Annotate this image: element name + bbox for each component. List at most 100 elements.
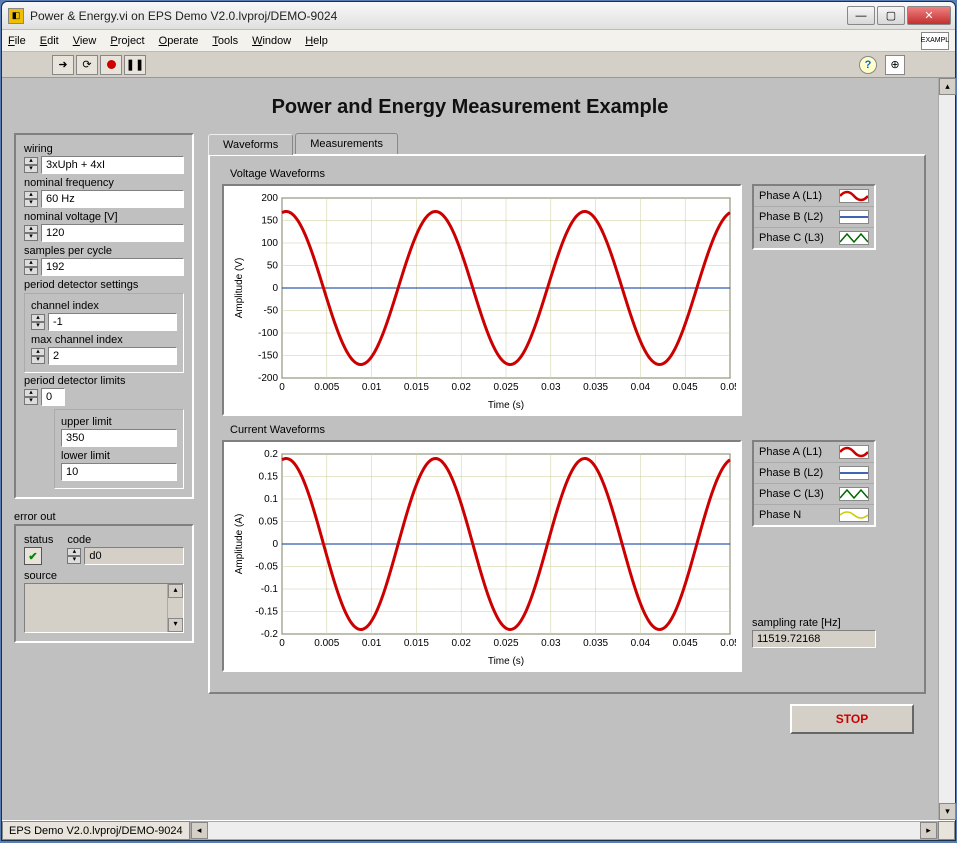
upper-input[interactable]: 350 xyxy=(61,429,177,447)
upper-label: upper limit xyxy=(61,416,177,428)
menu-file[interactable]: File xyxy=(8,35,26,47)
run-continuous-button[interactable]: ⟳ xyxy=(76,55,98,75)
size-grip[interactable] xyxy=(938,821,955,840)
wiring-stepper[interactable]: ▴▾ xyxy=(24,157,38,173)
menu-tools[interactable]: Tools xyxy=(212,35,238,47)
pdl-idx-input[interactable]: 0 xyxy=(41,388,65,406)
svg-text:Amplitude (V): Amplitude (V) xyxy=(234,258,245,319)
nomfreq-input[interactable]: 60 Hz xyxy=(41,190,184,208)
svg-text:0.05: 0.05 xyxy=(720,382,736,393)
svg-text:0.03: 0.03 xyxy=(541,638,561,649)
voltage-chart-title: Voltage Waveforms xyxy=(230,168,912,180)
svg-text:0.02: 0.02 xyxy=(451,382,471,393)
pdl-idx-stepper[interactable]: ▴▾ xyxy=(24,389,38,405)
menu-help[interactable]: Help xyxy=(305,35,328,47)
chidx-label: channel index xyxy=(31,300,177,312)
voltage-legend: Phase A (L1)Phase B (L2)Phase C (L3) xyxy=(752,184,876,250)
svg-text:150: 150 xyxy=(261,216,278,227)
legend-item[interactable]: Phase C (L3) xyxy=(754,228,874,248)
settings-panel: wiring ▴▾ 3xUph + 4xI nominal frequency … xyxy=(14,133,194,499)
errorout-label: error out xyxy=(14,511,194,523)
nomvolt-stepper[interactable]: ▴▾ xyxy=(24,225,38,241)
tab-measurements[interactable]: Measurements xyxy=(295,133,398,154)
svg-text:0: 0 xyxy=(272,283,278,294)
svg-text:-0.1: -0.1 xyxy=(261,584,279,595)
lower-input[interactable]: 10 xyxy=(61,463,177,481)
menu-window[interactable]: Window xyxy=(252,35,291,47)
nomvolt-input[interactable]: 120 xyxy=(41,224,184,242)
chidx-input[interactable]: -1 xyxy=(48,313,177,331)
samprate-label: sampling rate [Hz] xyxy=(752,617,876,629)
current-chart-title: Current Waveforms xyxy=(230,424,912,436)
pdl-label: period detector limits xyxy=(24,375,184,387)
titlebar: ◧ Power & Energy.vi on EPS Demo V2.0.lvp… xyxy=(2,2,955,30)
abort-button[interactable] xyxy=(100,55,122,75)
current-legend: Phase A (L1)Phase B (L2)Phase C (L3)Phas… xyxy=(752,440,876,527)
menu-edit[interactable]: Edit xyxy=(40,35,59,47)
source-box: ▴▾ xyxy=(24,583,184,633)
nomfreq-label: nominal frequency xyxy=(24,177,184,189)
samprate-value: 11519.72168 xyxy=(752,630,876,648)
help-icon[interactable]: ? xyxy=(859,56,877,74)
code-stepper[interactable]: ▴▾ xyxy=(67,548,81,564)
menu-operate[interactable]: Operate xyxy=(159,35,199,47)
statusbar: EPS Demo V2.0.lvproj/DEMO-9024 ◂▸ xyxy=(2,820,955,840)
svg-text:0.005: 0.005 xyxy=(314,638,339,649)
vertical-scrollbar[interactable]: ▴▾ xyxy=(938,78,955,820)
source-label: source xyxy=(24,570,184,582)
horizontal-scrollbar[interactable]: ◂▸ xyxy=(190,821,938,840)
legend-item[interactable]: Phase N xyxy=(754,505,874,525)
maxch-stepper[interactable]: ▴▾ xyxy=(31,348,45,364)
spc-stepper[interactable]: ▴▾ xyxy=(24,259,38,275)
close-button[interactable]: ✕ xyxy=(907,6,951,25)
lower-label: lower limit xyxy=(61,450,177,462)
example-badge: EXAMPL xyxy=(921,32,949,50)
svg-text:-0.15: -0.15 xyxy=(255,607,278,618)
svg-text:-50: -50 xyxy=(264,306,279,317)
svg-text:0.02: 0.02 xyxy=(451,638,471,649)
svg-text:0.1: 0.1 xyxy=(264,494,278,505)
legend-item[interactable]: Phase B (L2) xyxy=(754,207,874,228)
legend-item[interactable]: Phase A (L1) xyxy=(754,442,874,463)
svg-text:0.045: 0.045 xyxy=(673,382,698,393)
legend-item[interactable]: Phase A (L1) xyxy=(754,186,874,207)
source-scrollbar[interactable]: ▴▾ xyxy=(167,584,183,632)
stop-button[interactable]: STOP xyxy=(790,704,914,734)
svg-text:Amplitude (A): Amplitude (A) xyxy=(234,514,245,575)
app-icon: ◧ xyxy=(8,8,24,24)
maximize-button[interactable]: ▢ xyxy=(877,6,905,25)
pds-label: period detector settings xyxy=(24,279,184,291)
page-title: Power and Energy Measurement Example xyxy=(14,88,926,133)
svg-text:0: 0 xyxy=(279,382,285,393)
status-project: EPS Demo V2.0.lvproj/DEMO-9024 xyxy=(2,821,190,840)
legend-item[interactable]: Phase C (L3) xyxy=(754,484,874,505)
nomvolt-label: nominal voltage [V] xyxy=(24,211,184,223)
tab-waveforms[interactable]: Waveforms xyxy=(208,134,293,155)
wiring-input[interactable]: 3xUph + 4xI xyxy=(41,156,184,174)
spc-input[interactable]: 192 xyxy=(41,258,184,276)
svg-text:-0.2: -0.2 xyxy=(261,629,279,640)
svg-text:0.05: 0.05 xyxy=(720,638,736,649)
svg-text:0.15: 0.15 xyxy=(259,472,279,483)
tab-content: Voltage Waveforms 00.0050.010.0150.020.0… xyxy=(208,154,926,694)
svg-text:200: 200 xyxy=(261,193,278,204)
errorout-panel: status ✔ code ▴▾ d0 xyxy=(14,524,194,643)
window-title: Power & Energy.vi on EPS Demo V2.0.lvpro… xyxy=(30,9,847,23)
maxch-input[interactable]: 2 xyxy=(48,347,177,365)
nomfreq-stepper[interactable]: ▴▾ xyxy=(24,191,38,207)
minimize-button[interactable]: — xyxy=(847,6,875,25)
svg-text:0.01: 0.01 xyxy=(362,382,382,393)
context-help-icon[interactable]: ⊕ xyxy=(885,55,905,75)
menu-view[interactable]: View xyxy=(73,35,97,47)
menu-project[interactable]: Project xyxy=(110,35,144,47)
svg-text:0: 0 xyxy=(272,539,278,550)
svg-text:0.01: 0.01 xyxy=(362,638,382,649)
legend-item[interactable]: Phase B (L2) xyxy=(754,463,874,484)
svg-text:-200: -200 xyxy=(258,373,278,384)
svg-text:0.035: 0.035 xyxy=(583,382,608,393)
pause-button[interactable]: ❚❚ xyxy=(124,55,146,75)
menubar: File Edit View Project Operate Tools Win… xyxy=(2,30,955,52)
chidx-stepper[interactable]: ▴▾ xyxy=(31,314,45,330)
run-button[interactable]: ➜ xyxy=(52,55,74,75)
voltage-chart: 00.0050.010.0150.020.0250.030.0350.040.0… xyxy=(222,184,742,416)
